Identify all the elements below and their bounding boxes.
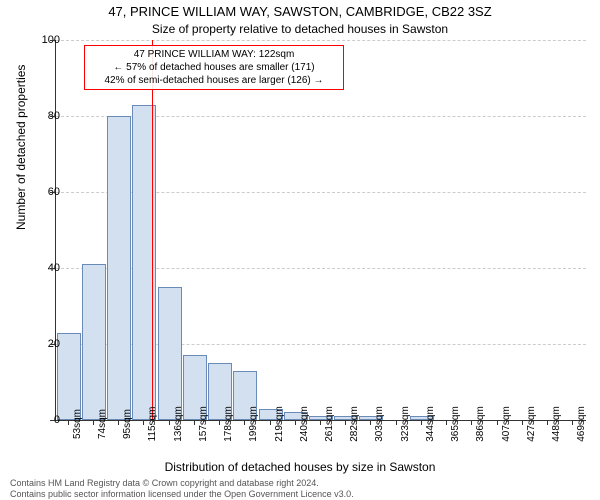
x-tick-label: 219sqm	[274, 406, 285, 442]
x-tick-label: 240sqm	[299, 406, 310, 442]
x-tick-mark	[295, 420, 296, 425]
x-tick-mark	[471, 420, 472, 425]
x-tick-label: 344sqm	[425, 406, 436, 442]
x-tick-label: 365sqm	[450, 406, 461, 442]
x-tick-mark	[270, 420, 271, 425]
x-tick-label: 261sqm	[324, 406, 335, 442]
y-tick-mark	[50, 192, 55, 193]
x-tick-label: 303sqm	[374, 406, 385, 442]
x-tick-label: 427sqm	[526, 406, 537, 442]
x-tick-label: 386sqm	[475, 406, 486, 442]
x-tick-mark	[219, 420, 220, 425]
plot-area	[55, 40, 586, 421]
y-tick-label: 20	[30, 338, 60, 350]
x-tick-label: 157sqm	[198, 406, 209, 442]
x-tick-mark	[446, 420, 447, 425]
grid-line	[56, 40, 586, 41]
y-tick-label: 100	[30, 34, 60, 46]
annotation-line: 42% of semi-detached houses are larger (…	[89, 74, 339, 87]
x-tick-label: 178sqm	[223, 406, 234, 442]
x-tick-label: 448sqm	[551, 406, 562, 442]
x-tick-mark	[572, 420, 573, 425]
histogram-bar	[107, 116, 131, 420]
x-tick-label: 469sqm	[576, 406, 587, 442]
x-tick-label: 95sqm	[122, 409, 133, 439]
x-tick-mark	[143, 420, 144, 425]
x-tick-label: 136sqm	[173, 406, 184, 442]
chart-title-main: 47, PRINCE WILLIAM WAY, SAWSTON, CAMBRID…	[0, 4, 600, 19]
x-tick-mark	[68, 420, 69, 425]
x-tick-mark	[118, 420, 119, 425]
x-tick-mark	[320, 420, 321, 425]
x-tick-mark	[93, 420, 94, 425]
y-tick-mark	[50, 40, 55, 41]
footer-line-2: Contains public sector information licen…	[10, 489, 354, 500]
y-tick-label: 80	[30, 110, 60, 122]
y-axis-label: Number of detached properties	[14, 65, 28, 230]
x-tick-mark	[497, 420, 498, 425]
annotation-line: ← 57% of detached houses are smaller (17…	[89, 61, 339, 74]
y-tick-mark	[50, 268, 55, 269]
histogram-bar	[158, 287, 182, 420]
x-tick-label: 199sqm	[248, 406, 259, 442]
annotation-line: 47 PRINCE WILLIAM WAY: 122sqm	[89, 48, 339, 61]
chart-title-sub: Size of property relative to detached ho…	[0, 22, 600, 36]
y-tick-mark	[50, 116, 55, 117]
x-tick-label: 115sqm	[147, 407, 158, 442]
x-tick-label: 407sqm	[501, 406, 512, 442]
y-tick-label: 0	[30, 414, 60, 426]
footer-attribution: Contains HM Land Registry data © Crown c…	[10, 478, 354, 500]
x-tick-mark	[194, 420, 195, 425]
annotation-box: 47 PRINCE WILLIAM WAY: 122sqm← 57% of de…	[84, 45, 344, 90]
x-tick-mark	[345, 420, 346, 425]
y-tick-label: 60	[30, 186, 60, 198]
histogram-bar	[82, 264, 106, 420]
x-tick-mark	[169, 420, 170, 425]
histogram-bar	[57, 333, 81, 420]
y-tick-mark	[50, 344, 55, 345]
y-tick-mark	[50, 420, 55, 421]
reference-marker-line	[152, 40, 153, 420]
x-tick-mark	[370, 420, 371, 425]
x-tick-mark	[421, 420, 422, 425]
x-tick-mark	[547, 420, 548, 425]
x-tick-label: 282sqm	[349, 406, 360, 442]
x-tick-mark	[244, 420, 245, 425]
x-axis-label: Distribution of detached houses by size …	[0, 460, 600, 474]
x-tick-mark	[522, 420, 523, 425]
x-tick-label: 74sqm	[97, 409, 108, 439]
x-tick-mark	[396, 420, 397, 425]
x-tick-label: 323sqm	[400, 406, 411, 442]
y-tick-label: 40	[30, 262, 60, 274]
footer-line-1: Contains HM Land Registry data © Crown c…	[10, 478, 354, 489]
x-tick-label: 53sqm	[72, 409, 83, 439]
